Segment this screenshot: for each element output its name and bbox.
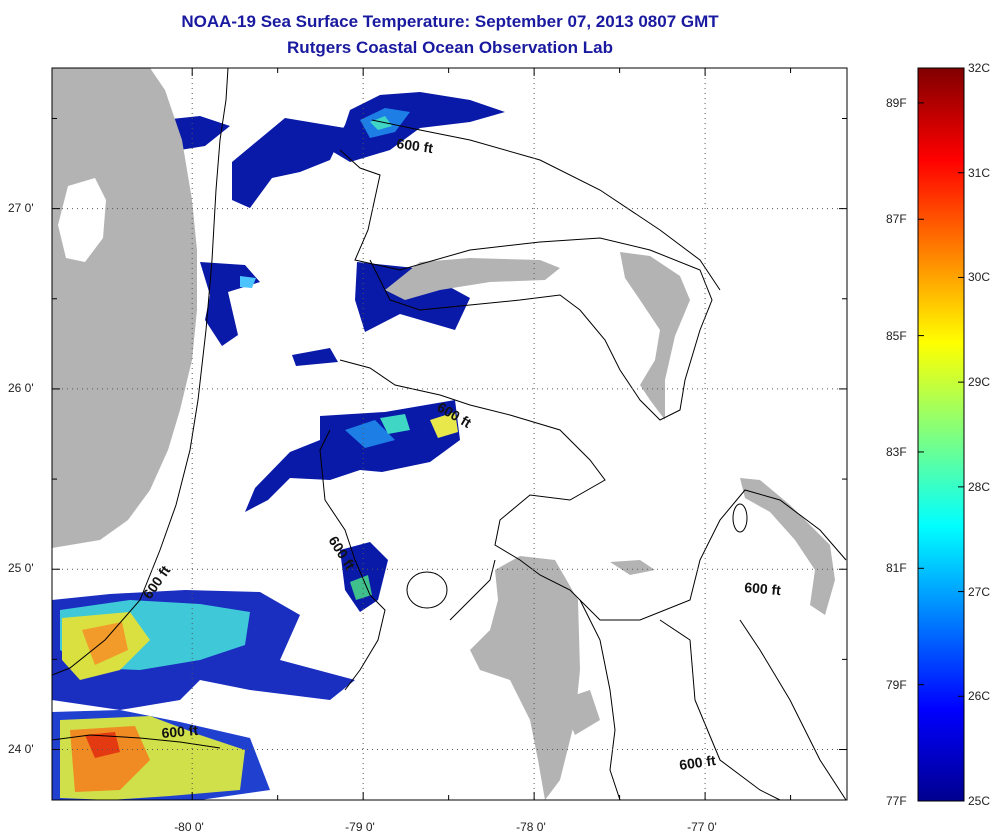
sst-patch-north xyxy=(330,92,505,162)
colorbar-fahrenheit-label: 83F xyxy=(886,444,907,459)
sst-patch-sw-bottom-red xyxy=(85,732,120,758)
lon-tick-label: -80 0' xyxy=(174,820,204,834)
lat-tick-label: 25 0' xyxy=(8,561,34,576)
map-subtitle: Rutgers Coastal Ocean Observation Lab xyxy=(287,38,613,57)
contour-label-1: 600 ft xyxy=(396,135,435,156)
colorbar-fahrenheit-label: 87F xyxy=(886,212,907,227)
land-new-providence xyxy=(610,560,655,575)
lat-tick-label: 24 0' xyxy=(8,741,34,756)
sst-patch-channel-cyan xyxy=(380,414,410,434)
contour-tongue xyxy=(659,619,781,800)
sst-patch-channel-warm xyxy=(345,420,395,448)
colorbar-fahrenheit-label: 89F xyxy=(886,95,907,110)
contour-andros-west xyxy=(449,559,496,621)
depth-contours xyxy=(52,68,847,800)
lon-tick-label: -78 0' xyxy=(516,820,546,834)
colorbar-celsius-label: 30C xyxy=(968,270,991,285)
sst-patch-north-core xyxy=(370,116,392,130)
contour-label-7: 600 ft xyxy=(678,752,717,773)
colorbar-fahrenheit-label: 81F xyxy=(886,561,907,576)
contour-eastern xyxy=(739,619,847,800)
lake-okeechobee xyxy=(58,178,106,262)
map-frame xyxy=(51,67,848,801)
lat-tick-label: 26 0' xyxy=(8,380,34,395)
sst-patch-south-mid-warm xyxy=(350,575,372,600)
lon-tick-label: -77 0' xyxy=(687,820,717,834)
tick-marks xyxy=(52,68,847,800)
colorbar xyxy=(917,67,965,802)
sst-patch-sw-hot xyxy=(82,622,128,665)
contour-west-channel xyxy=(319,429,386,691)
contour-andros-east xyxy=(579,599,621,800)
contour-florida-shelf xyxy=(52,68,229,676)
graticule xyxy=(52,68,847,800)
sst-patches xyxy=(52,92,505,800)
contour-label-5: 600 ft xyxy=(744,579,782,598)
contour-sw-bottom xyxy=(52,734,221,749)
sst-patch-central xyxy=(232,118,345,208)
land-berry xyxy=(560,690,600,735)
colorbar-celsius-label: 29C xyxy=(968,375,991,390)
colorbar-celsius-label: 32C xyxy=(968,61,991,75)
colorbar-fahrenheit-label: 77F xyxy=(886,794,907,808)
colorbar-ticks xyxy=(918,67,964,802)
colorbar-fahrenheit-label: 79F xyxy=(886,677,907,692)
contour-label-6: 600 ft xyxy=(161,722,199,741)
colorbar-celsius-label: 27C xyxy=(968,584,991,599)
sst-patch-channel-hot xyxy=(430,412,458,438)
colorbar-fahrenheit-label: 85F xyxy=(886,328,907,343)
land-andros xyxy=(470,556,580,800)
contour-small-bank xyxy=(732,503,748,533)
colorbar-celsius-label: 28C xyxy=(968,479,991,494)
land-masses xyxy=(52,68,835,800)
land-abaco xyxy=(620,252,690,420)
contour-outer-bank xyxy=(371,119,721,291)
colorbar-celsius-label: 26C xyxy=(968,689,991,704)
sst-patch-coast-warm xyxy=(240,276,256,288)
lon-tick-label: -79 0' xyxy=(345,820,375,834)
contour-channel xyxy=(339,359,847,621)
contour-cay-sal xyxy=(406,571,448,609)
sst-patch-mid-2 xyxy=(292,348,338,366)
lat-tick-label: 27 0' xyxy=(8,200,34,215)
land-grand-bahama xyxy=(385,258,560,300)
contour-little-bahama xyxy=(339,149,713,421)
colorbar-celsius-label: 31C xyxy=(968,165,991,180)
colorbar-celsius-label: 25C xyxy=(968,794,991,808)
map-title: NOAA-19 Sea Surface Temperature: Septemb… xyxy=(181,12,719,31)
